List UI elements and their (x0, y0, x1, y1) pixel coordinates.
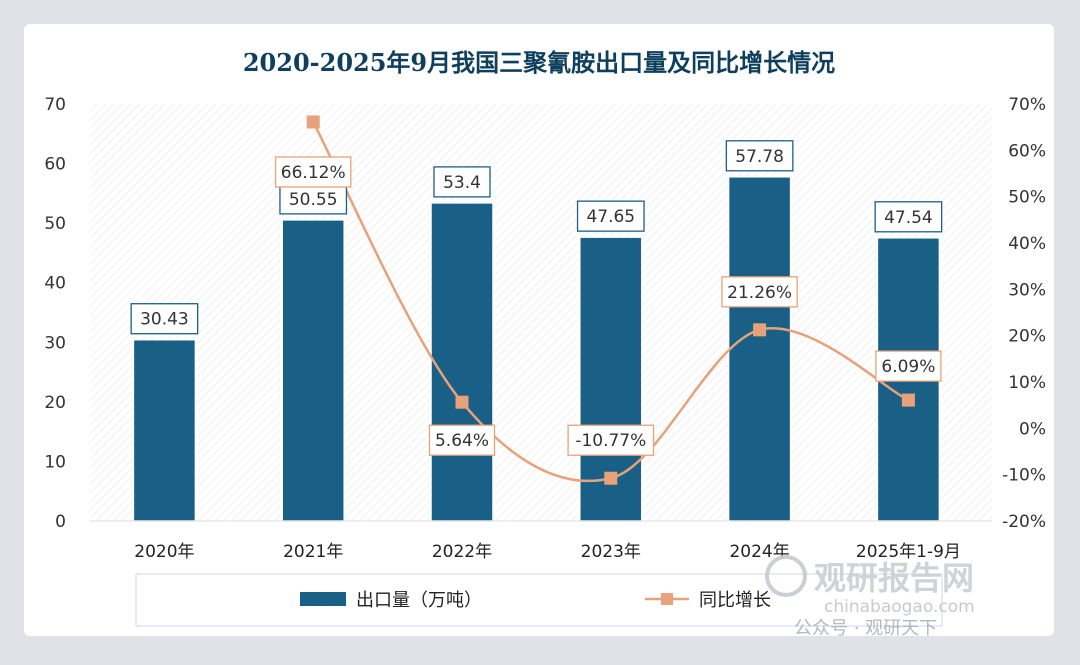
line-data-label: -10.77% (575, 431, 646, 451)
bar-data-label: 57.78 (735, 147, 784, 167)
right-axis-ticks: -20% -10% 0% 10% 20% 30% 40% 50% 60% 70% (1002, 95, 1046, 532)
bar (132, 338, 197, 522)
bar-data-label-box (874, 201, 943, 233)
legend-bar-swatch (300, 592, 346, 606)
right-axis-tick-label: 30% (1008, 280, 1046, 300)
right-axis-tick-label: 50% (1008, 188, 1046, 208)
category-label: 2024年 (729, 542, 789, 562)
right-axis-tick-label: 60% (1008, 141, 1046, 161)
left-axis-tick-label: 0 (55, 512, 66, 532)
legend-line-marker (661, 593, 673, 605)
right-axis-tick-label: 0% (1019, 419, 1046, 439)
growth-line-marker (753, 323, 767, 337)
line-data-label-box (875, 350, 942, 382)
category-label: 2022年 (432, 542, 492, 562)
legend-line-label: 同比增长 (699, 590, 771, 611)
legend-box (135, 573, 943, 627)
right-axis-tick-label: -20% (1002, 512, 1046, 532)
line-data-label-box (428, 424, 496, 456)
left-axis-tick-label: 40 (44, 274, 66, 294)
bar (430, 202, 494, 522)
legend-bar-label: 出口量（万吨） (356, 590, 482, 611)
bar-data-label-box (576, 200, 645, 232)
line-data-label-box (721, 276, 798, 308)
line-data-label: 66.12% (281, 163, 346, 183)
bar-data-label: 53.4 (443, 173, 481, 193)
left-axis-tick-label: 20 (44, 393, 66, 413)
bar-data-label-box (130, 303, 199, 335)
left-axis-ticks: 0 10 20 30 40 50 60 70 (44, 95, 66, 532)
chart-svg: 2020-2025年9月我国三聚氰胺出口量及同比增长情况 0 10 20 30 40 50… (44, 48, 1046, 636)
line-data-label: 6.09% (881, 357, 935, 377)
left-axis-tick-label: 50 (44, 214, 66, 234)
right-axis-tick-label: 10% (1008, 373, 1046, 393)
bar (281, 219, 345, 522)
watermark: 观研报告网 chinabaogao.com 公众号 · 观研天下 (765, 555, 975, 636)
bar-data-label: 47.65 (586, 207, 635, 227)
line-data-label: 5.64% (435, 431, 489, 451)
bar-series (90, 176, 992, 522)
growth-line-marker (604, 471, 618, 485)
line-data-label-box (567, 424, 655, 456)
left-axis-tick-label: 10 (44, 452, 66, 472)
watermark-site: chinabaogao.com (824, 597, 975, 617)
category-axis-labels: 2020年 2021年 2022年 2023年 2024年 2025年1-9月 (134, 542, 961, 562)
line-data-label: 21.26% (727, 283, 792, 303)
category-label: 2023年 (581, 542, 641, 562)
bar-data-label: 50.55 (289, 190, 338, 210)
growth-line-marker (455, 395, 469, 409)
watermark-brand: 观研报告网 (814, 559, 974, 597)
plot-background (90, 104, 992, 521)
right-axis-tick-label: 40% (1008, 234, 1046, 254)
chart-title: 2020-2025年9月我国三聚氰胺出口量及同比增长情况 (243, 48, 835, 77)
growth-line-marker (901, 393, 915, 407)
line-data-label-box (274, 156, 352, 188)
left-axis-tick-label: 70 (44, 95, 66, 115)
line-data-labels: 66.12% 5.64% -10.77% 21.26% 6.09% (274, 156, 942, 456)
bar-data-label-box (433, 166, 491, 198)
right-axis-tick-label: -10% (1002, 466, 1046, 486)
bar-data-label-box (725, 140, 794, 172)
bar (727, 176, 792, 522)
legend: 出口量（万吨） 同比增长 (135, 573, 943, 627)
growth-line-series (306, 115, 915, 485)
watermark-logo-icon (765, 555, 807, 597)
left-axis-tick-label: 60 (44, 155, 66, 175)
chart-card: 2020-2025年9月我国三聚氰胺出口量及同比增长情况 0 10 20 30 40 50… (24, 24, 1054, 636)
growth-line-marker (306, 115, 320, 129)
category-label: 2021年 (283, 542, 343, 562)
category-label: 2020年 (134, 542, 194, 562)
bar-data-label: 47.54 (884, 208, 933, 228)
left-axis-tick-label: 30 (44, 333, 66, 353)
bar-data-labels: 30.43 50.55 53.4 47.65 57.78 47.54 (130, 140, 943, 335)
right-axis-tick-label: 20% (1008, 327, 1046, 347)
right-axis-tick-label: 70% (1008, 95, 1046, 115)
bar-data-label: 30.43 (140, 310, 189, 330)
watermark-social: 公众号 · 观研天下 (794, 618, 937, 636)
category-label: 2025年1-9月 (856, 542, 961, 562)
